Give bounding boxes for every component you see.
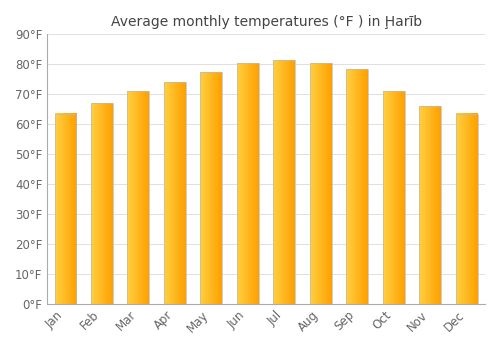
Bar [274, 60, 295, 304]
Bar [164, 82, 186, 304]
Title: Average monthly temperatures (°F ) in Ḩarīb: Average monthly temperatures (°F ) in Ḩa… [110, 15, 422, 29]
Bar [200, 72, 222, 304]
Bar [237, 63, 259, 304]
Bar [383, 91, 404, 304]
Bar [456, 114, 477, 304]
Bar [54, 114, 76, 304]
Bar [346, 69, 368, 304]
Bar [91, 103, 113, 304]
Bar [420, 106, 441, 304]
Bar [310, 63, 332, 304]
Bar [128, 91, 150, 304]
